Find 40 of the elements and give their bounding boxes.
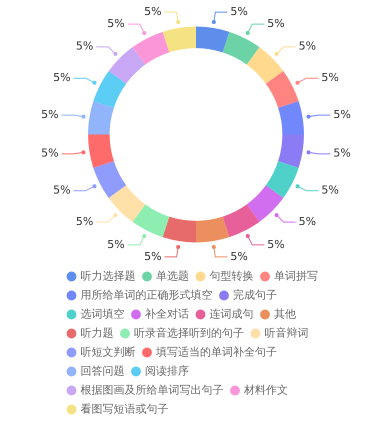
legend-label: 单选题 [156,269,189,282]
data-label: 5% [321,184,339,197]
legend-label: 材料作文 [243,383,288,396]
data-label: 5% [230,4,248,18]
data-label: 5% [107,238,125,251]
legend-label: 回答问题 [80,364,124,378]
data-label: 5% [333,108,351,121]
data-label: 5% [53,71,71,84]
data-label: 5% [267,16,285,30]
data-label: 5% [267,238,285,251]
data-label: 5% [41,108,59,121]
data-label: 5% [41,146,59,160]
data-label: 5% [107,16,125,30]
legend-label: 听录音选择听到的句子 [134,326,244,340]
legend-label: 听力选择题 [80,269,136,282]
legend-label: 连词成句 [210,307,254,320]
legend-label: 其他 [274,307,296,320]
legend-label: 选词填空 [80,307,124,320]
data-label: 5% [298,215,316,228]
legend-label: 用所给单词的正确形式填空 [80,288,212,302]
data-label: 5% [76,215,94,228]
legend-label: 听力题 [80,326,114,340]
data-label: 5% [321,71,339,84]
data-label: 5% [144,250,162,263]
data-label: 5% [298,40,316,53]
data-label: 5% [230,250,248,263]
legend-label: 单词拼写 [274,269,318,282]
data-label: 5% [76,40,94,53]
legend-label: 阅读排序 [145,364,189,378]
legend-label: 看图写短语或句子 [80,402,168,416]
data-label: 5% [53,184,71,197]
legend-label: 完成句子 [233,288,277,302]
legend-label: 根据图画及所给单词写出句子 [80,383,224,396]
legend-label: 句型转换 [210,269,254,282]
legend-label: 听音辩词 [264,326,308,340]
legend-label: 填写适当的单词补全句子 [155,345,277,358]
legend-label: 听短文判断 [80,345,136,358]
data-label: 5% [144,4,162,18]
legend-label: 补全对话 [145,307,189,320]
data-label: 5% [333,146,351,160]
